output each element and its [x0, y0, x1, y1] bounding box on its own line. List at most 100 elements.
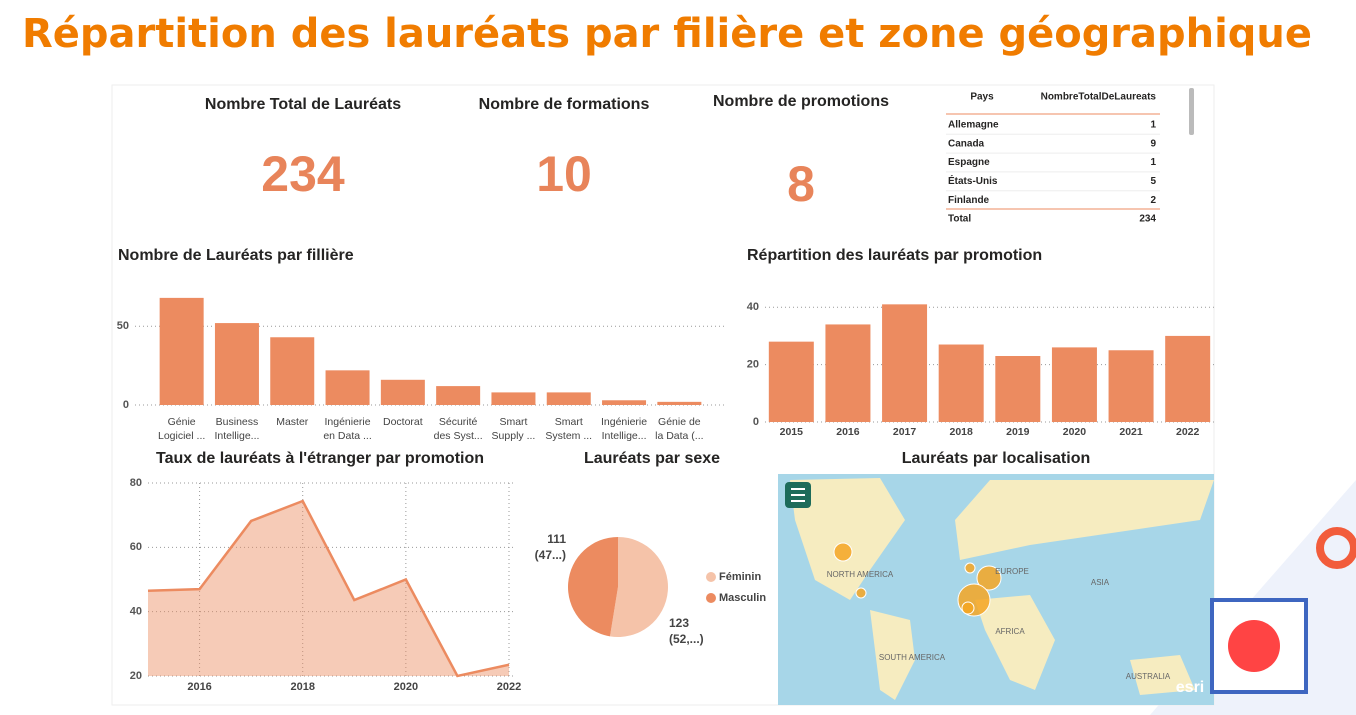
y-tick-label: 0: [123, 399, 129, 411]
chart-title: Lauréats par localisation: [902, 450, 1091, 467]
x-tick-label: Intellige...: [214, 430, 259, 442]
map-label: AFRICA: [995, 627, 1025, 636]
x-tick-label: Master: [276, 416, 309, 428]
pie-slice: [567, 537, 618, 637]
table-cell: Finlande: [948, 195, 990, 206]
table-cell: 1: [1150, 157, 1156, 168]
kpi-label: Nombre de formations: [479, 96, 650, 113]
legend-marker: [706, 572, 716, 582]
y-tick-label: 20: [130, 670, 142, 682]
bar: [214, 323, 259, 405]
land: [955, 480, 1214, 560]
chart-title: Nombre de Lauréats par fillière: [118, 247, 354, 264]
chart-title: Lauréats par sexe: [584, 450, 720, 467]
map-label: NORTH AMERICA: [827, 570, 894, 579]
map-label: EUROPE: [995, 567, 1029, 576]
y-tick-label: 20: [747, 359, 759, 371]
decor-pie: [1228, 620, 1280, 672]
x-tick-label: la Data (...: [655, 430, 703, 442]
y-tick-label: 60: [130, 541, 142, 553]
data-label: 123: [669, 616, 689, 630]
legend-label: Masculin: [719, 592, 766, 604]
x-tick-label: 2016: [836, 426, 860, 438]
chart-title: Répartition des lauréats par promotion: [747, 247, 1042, 264]
map-bubbles: [833, 542, 1002, 617]
x-tick-label: Business: [216, 416, 259, 428]
table-cell: États-Unis: [948, 174, 998, 187]
x-tick-label: Sécurité: [439, 416, 478, 428]
chart-title: Taux de lauréats à l'étranger par promot…: [156, 450, 484, 467]
x-tick-label: System ...: [545, 430, 592, 442]
x-tick-label: 2018: [290, 681, 314, 693]
scrollbar[interactable]: [1189, 88, 1194, 135]
y-tick-label: 40: [130, 606, 142, 618]
bar: [995, 356, 1041, 422]
x-tick-label: 2022: [497, 681, 521, 693]
table-cell: 1: [1150, 120, 1156, 131]
bar: [325, 370, 370, 405]
table-header: Pays: [970, 92, 994, 103]
area: [148, 501, 509, 676]
x-tick-label: 2017: [893, 426, 917, 438]
data-label: (47...): [535, 548, 566, 562]
line: [147, 499, 510, 678]
x-tick-label: Ingénierie: [324, 416, 370, 428]
x-tick-label: 2021: [1119, 426, 1143, 438]
pie-slice: [609, 537, 668, 637]
kpi-label: Nombre Total de Lauréats: [205, 96, 401, 113]
bar: [546, 392, 591, 405]
bar: [602, 400, 647, 405]
legend-label: Féminin: [719, 571, 761, 583]
bar: [882, 304, 928, 422]
table-cell: 5: [1150, 176, 1156, 187]
bar: [938, 344, 984, 422]
bar: [657, 401, 702, 405]
x-tick-label: Doctorat: [383, 416, 423, 428]
kpi-value: 10: [536, 146, 592, 202]
map-label: AUSTRALIA: [1126, 672, 1171, 681]
y-tick-label: 0: [753, 416, 759, 428]
bar: [270, 337, 315, 405]
table-header: NombreTotalDeLaureats: [1041, 92, 1157, 103]
bar: [1051, 347, 1097, 422]
page-title: Répartition des lauréats par filière et …: [22, 11, 1312, 57]
data-label: 111: [547, 532, 566, 546]
x-tick-label: 2020: [394, 681, 418, 693]
x-tick-label: en Data ...: [323, 430, 371, 442]
bar: [491, 392, 536, 405]
table-cell: Allemagne: [948, 120, 999, 131]
land: [790, 478, 905, 600]
x-tick-label: Logiciel ...: [158, 430, 205, 442]
table-cell: 9: [1150, 138, 1156, 149]
land: [975, 595, 1055, 690]
bar: [768, 341, 814, 422]
x-tick-label: 2020: [1063, 426, 1087, 438]
table-total: 234: [1139, 214, 1156, 225]
x-tick-label: Smart: [555, 416, 583, 428]
x-tick-label: Supply ...: [492, 430, 536, 442]
table-cell: 2: [1150, 195, 1156, 206]
kpi-value: 234: [261, 146, 345, 202]
bar: [1108, 350, 1154, 422]
menu-icon: [791, 488, 805, 502]
map-label: ASIA: [1091, 578, 1110, 587]
data-label: (52,...): [669, 632, 704, 646]
land: [1130, 655, 1195, 695]
land: [870, 610, 915, 700]
map-logo: esri: [1176, 679, 1204, 696]
x-tick-label: Ingénierie: [601, 416, 647, 428]
x-tick-label: Génie: [168, 416, 196, 428]
map-label: SOUTH AMERICA: [879, 653, 946, 662]
y-tick-label: 80: [130, 477, 142, 489]
x-tick-label: 2016: [187, 681, 211, 693]
bar: [436, 386, 481, 405]
kpi-value: 8: [787, 156, 815, 212]
bar: [1165, 335, 1211, 422]
x-tick-label: 2018: [950, 426, 974, 438]
decor-gear: [1316, 527, 1356, 569]
x-tick-label: Smart: [499, 416, 527, 428]
table-cell: Espagne: [948, 157, 990, 168]
bar: [159, 297, 204, 405]
x-tick-label: des Syst...: [434, 430, 483, 442]
